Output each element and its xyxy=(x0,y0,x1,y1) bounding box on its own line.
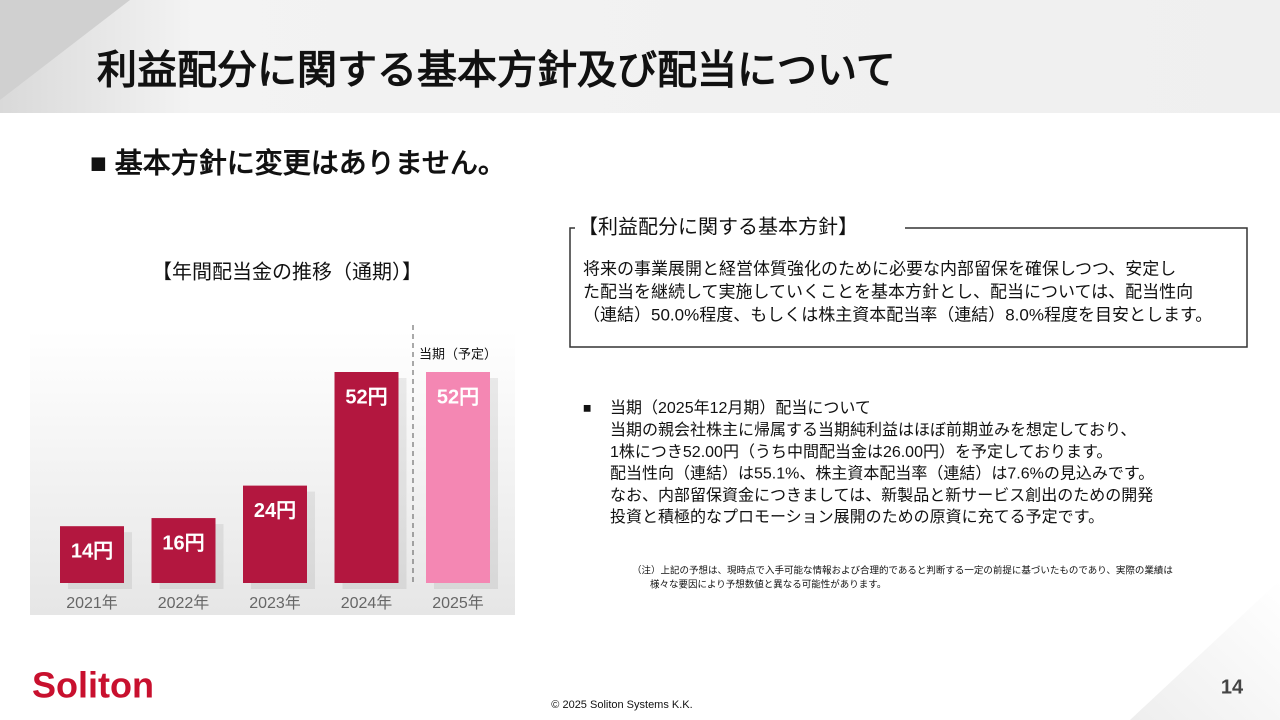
bar xyxy=(60,526,124,583)
x-tick-label: 2023年 xyxy=(249,594,301,612)
value-label: 16円 xyxy=(162,532,204,554)
annotation: 当期（予定） xyxy=(419,346,497,361)
value-label: 52円 xyxy=(345,386,387,408)
bar xyxy=(426,372,490,583)
body-line: 投資と積極的なプロモーション展開のための原資に充てる予定です。 xyxy=(610,508,1104,526)
policy-box xyxy=(569,227,1248,348)
body-line: 当期（2025年12月期）配当について xyxy=(610,399,871,417)
x-tick-label: 2024年 xyxy=(341,594,393,612)
footer-corner xyxy=(1130,580,1280,720)
policy-line: 将来の事業展開と経営体質強化のために必要な内部留保を確保しつつ、安定し xyxy=(583,259,1176,278)
header-corner xyxy=(0,0,130,100)
lead: ■ 基本方針に変更はありません。 xyxy=(90,146,506,178)
value-label: 52円 xyxy=(437,386,479,408)
slide-title: 利益配分に関する基本方針及び配当について xyxy=(97,49,896,93)
policy-heading-bg xyxy=(575,216,905,242)
header-band xyxy=(0,0,1280,113)
body-line: 配当性向（連結）は55.1%、株主資本配当率（連結）は7.6%の見込みです。 xyxy=(610,465,1154,483)
policy-line: た配当を継続して実施していくことを基本方針とし、配当については、配当性向 xyxy=(583,282,1193,301)
note-line: （注）上記の予想は、現時点で入手可能な情報および合理的であると判断する一定の前提… xyxy=(632,565,1173,577)
chart-title: 【年間配当金の推移（通期）】 xyxy=(152,260,422,283)
body-line: 当期の親会社株主に帰属する当期純利益はほぼ前期並みを想定しており、 xyxy=(610,421,1136,439)
note-line: 様々な要因により予想数値と異なる可能性があります。 xyxy=(650,579,886,591)
copyright: © 2025 Soliton Systems K.K. xyxy=(551,699,692,711)
bar xyxy=(151,518,216,583)
x-tick-label: 2022年 xyxy=(158,594,210,612)
bar xyxy=(243,485,307,583)
value-label: 14円 xyxy=(71,540,113,562)
policy-line: （連結）50.0%程度、もしくは株主資本配当率（連結）8.0%程度を目安とします… xyxy=(583,305,1212,324)
x-tick-label: 2025年 xyxy=(432,594,484,612)
logo: Soliton xyxy=(32,665,154,706)
body-line: 1株につき52.00円（うち中間配当金は26.00円）を予定しております。 xyxy=(610,443,1112,461)
value-label: 24円 xyxy=(254,500,296,522)
bar xyxy=(334,372,399,583)
bullet: ■ xyxy=(583,400,591,416)
page-number: 14 xyxy=(1221,676,1244,698)
policy-heading: 【利益配分に関する基本方針】 xyxy=(578,215,858,238)
x-tick-label: 2021年 xyxy=(66,594,118,612)
body-line: なお、内部留保資金につきましては、新製品と新サービス創出のための開発 xyxy=(610,486,1153,504)
